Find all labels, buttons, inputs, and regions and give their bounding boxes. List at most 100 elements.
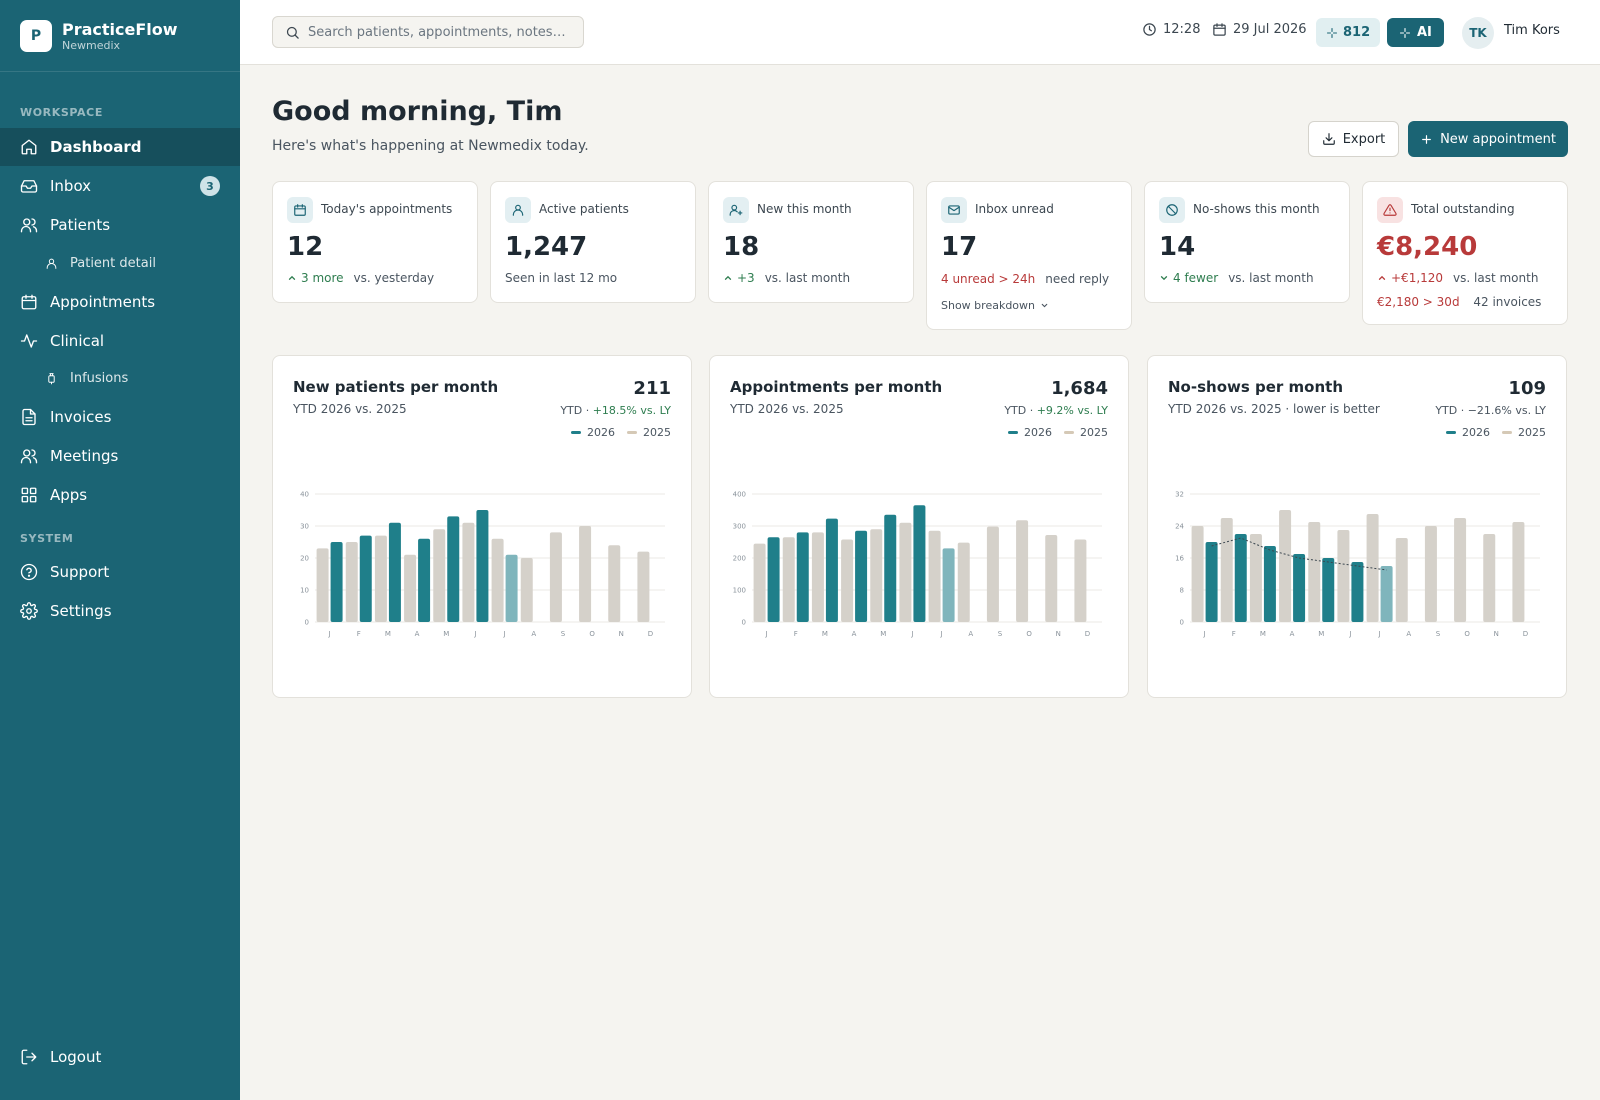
export-button[interactable]: Export — [1308, 121, 1399, 157]
nav-section-system: SYSTEM — [20, 532, 74, 545]
kpi-icon-box — [941, 197, 967, 223]
x-tick-label: F — [794, 630, 798, 638]
kpi-todays-appointments[interactable]: Today's appointments 12 3 more vs. yeste… — [272, 181, 478, 303]
kpi-footer: +3 vs. last month — [723, 271, 850, 285]
x-tick-label: S — [998, 630, 1003, 638]
chart-subtitle: YTD 2026 vs. 2025 — [293, 402, 407, 416]
bar-2025 — [1308, 522, 1321, 622]
y-tick-label: 400 — [733, 491, 746, 499]
bar-2025 — [374, 535, 387, 622]
page-subtitle: Here's what's happening at Newmedix toda… — [272, 138, 589, 154]
calendar-icon — [1213, 23, 1226, 36]
x-tick-label: J — [1378, 630, 1381, 638]
sidebar-item-inbox[interactable]: Inbox 3 — [0, 167, 240, 205]
points-badge[interactable]: 812 — [1316, 18, 1381, 47]
bar-2025 — [1220, 518, 1233, 622]
y-tick-label: 30 — [300, 523, 309, 531]
clock: 12:28 — [1142, 22, 1200, 37]
sidebar-item-settings[interactable]: Settings — [0, 592, 240, 630]
kpi-delta-value: +3 — [737, 271, 755, 285]
bar-2026 — [330, 542, 343, 622]
kpi-new-this-month[interactable]: New this month 18 +3 vs. last month — [708, 181, 914, 303]
bar-2026 — [825, 518, 838, 622]
sidebar-item-support[interactable]: Support — [0, 553, 240, 591]
kpi-no-shows[interactable]: No-shows this month 14 4 fewer vs. last … — [1144, 181, 1350, 303]
sidebar: P PracticeFlow Newmedix WORKSPACE Dashbo… — [0, 0, 240, 1100]
kpi-label: No-shows this month — [1193, 202, 1320, 216]
user-icon — [512, 204, 524, 216]
sidebar-item-clinical[interactable]: Clinical — [0, 322, 240, 360]
y-tick-label: 32 — [1175, 491, 1184, 499]
sidebar-item-appointments[interactable]: Appointments — [0, 283, 240, 321]
sidebar-item-meetings[interactable]: Meetings — [0, 437, 240, 475]
y-tick-label: 0 — [305, 619, 309, 627]
chart-total: 211 — [633, 378, 671, 399]
bar-2025 — [1395, 538, 1408, 622]
bar-2025 — [1074, 539, 1087, 622]
kpi-value: €8,240 — [1377, 232, 1478, 262]
show-breakdown-toggle[interactable]: Show breakdown — [941, 299, 1049, 312]
bar-2026 — [1351, 562, 1364, 622]
kpi-total-outstanding[interactable]: Total outstanding €8,240 +€1,120 vs. las… — [1362, 181, 1568, 325]
bar-2026 — [913, 505, 926, 622]
bar-2025 — [841, 539, 854, 622]
search-input[interactable] — [308, 24, 568, 40]
user-name[interactable]: Tim Kors — [1504, 23, 1560, 38]
brand[interactable]: P PracticeFlow Newmedix — [0, 0, 240, 72]
sidebar-item-label: Apps — [50, 486, 88, 504]
logout-button[interactable]: Logout — [0, 1038, 240, 1076]
bar-2026 — [1293, 554, 1306, 622]
kpi-inbox-unread[interactable]: Inbox unread 17 4 unread > 24h need repl… — [926, 181, 1132, 330]
chart-ytd: YTD · +18.5% vs. LY — [560, 404, 671, 417]
avatar[interactable]: TK — [1462, 17, 1494, 49]
kpi-icon-box — [723, 197, 749, 223]
sidebar-item-apps[interactable]: Apps — [0, 476, 240, 514]
date-display: 29 Jul 2026 — [1212, 22, 1307, 37]
user-icon — [46, 258, 57, 269]
sidebar-item-infusions[interactable]: Infusions — [0, 364, 240, 392]
y-tick-label: 16 — [1175, 555, 1184, 563]
kpi-delta-context: vs. last month — [1453, 271, 1539, 285]
kpi-delta-value: +€1,120 — [1391, 271, 1444, 285]
kpi-delta: 4 fewer — [1159, 271, 1218, 285]
chart-ytd-prefix: YTD · — [560, 404, 593, 417]
x-tick-label: J — [503, 630, 506, 638]
chart-ytd: YTD · +9.2% vs. LY — [1004, 404, 1108, 417]
bar-2025 — [1424, 526, 1437, 622]
y-tick-label: 10 — [300, 587, 309, 595]
calendar-icon — [294, 204, 306, 216]
bar-2026 — [447, 516, 460, 622]
help-circle-icon — [20, 563, 38, 581]
bar-2025 — [1483, 534, 1496, 622]
legend-swatch-2025 — [1502, 431, 1512, 434]
bar-2026 — [855, 530, 868, 622]
sidebar-item-patient-detail[interactable]: Patient detail — [0, 249, 240, 277]
drip-icon — [48, 372, 55, 384]
sidebar-item-dashboard[interactable]: Dashboard — [0, 128, 240, 166]
kpi-icon-box — [1377, 197, 1403, 223]
chart-card-appointments: Appointments per month YTD 2026 vs. 2025… — [709, 355, 1129, 698]
x-tick-label: A — [415, 630, 420, 638]
sidebar-item-label: Meetings — [50, 447, 119, 465]
kpi-warning: 4 unread > 24h — [941, 272, 1036, 286]
kpi-active-patients[interactable]: Active patients 1,247 Seen in last 12 mo — [490, 181, 696, 303]
bar-2025 — [782, 537, 795, 622]
sidebar-item-patients[interactable]: Patients — [0, 206, 240, 244]
new-appointment-label: New appointment — [1440, 131, 1556, 147]
chart-appointments-plot: 0 100 200 300 400 J F M A M J J A S O N D — [733, 491, 1102, 638]
legend-swatch-2026 — [1446, 431, 1456, 434]
x-tick-label: D — [1523, 630, 1528, 638]
new-appointment-button[interactable]: New appointment — [1408, 121, 1568, 157]
bar-2025 — [404, 554, 417, 622]
kpi-warning-context: need reply — [1045, 272, 1110, 286]
bar-2025 — [986, 526, 999, 622]
sidebar-item-label: Patient detail — [70, 255, 156, 271]
ai-button[interactable]: AI — [1387, 18, 1444, 47]
chevron-up-icon — [288, 275, 296, 280]
kpi-note: Seen in last 12 mo — [505, 271, 618, 285]
bar-2025 — [520, 558, 533, 622]
bar-2025 — [811, 532, 824, 622]
search-box[interactable] — [272, 16, 584, 48]
show-breakdown-label: Show breakdown — [941, 299, 1035, 312]
sidebar-item-invoices[interactable]: Invoices — [0, 398, 240, 436]
